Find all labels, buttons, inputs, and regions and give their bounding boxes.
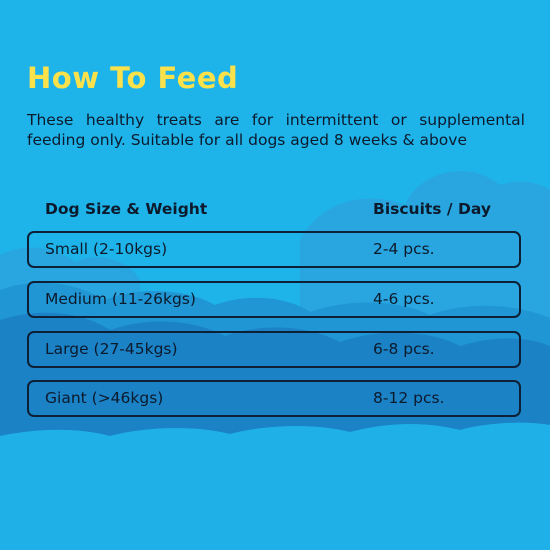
table-row: Small (2-10kgs) 2-4 pcs. [27,231,521,268]
cloud-band-dark [0,312,550,436]
row-size: Small (2-10kgs) [45,240,168,258]
table-row: Large (27-45kgs) 6-8 pcs. [27,331,521,368]
row-quantity: 6-8 pcs. [373,340,435,358]
cloud-band-bottom [0,422,550,550]
header-biscuits-per-day: Biscuits / Day [373,200,491,218]
intro-text: These healthy treats are for intermitten… [27,111,525,149]
header-dog-size: Dog Size & Weight [45,200,208,218]
cloud-right-light [300,171,550,345]
row-quantity: 8-12 pcs. [373,389,445,407]
table-row: Giant (>46kgs) 8-12 pcs. [27,380,521,417]
row-size: Giant (>46kgs) [45,389,164,407]
row-size: Medium (11-26kgs) [45,290,196,308]
row-quantity: 2-4 pcs. [373,240,435,258]
row-size: Large (27-45kgs) [45,340,178,358]
table-row: Medium (11-26kgs) 4-6 pcs. [27,281,521,318]
page-title: How To Feed [27,61,239,95]
row-quantity: 4-6 pcs. [373,290,435,308]
table-header: Dog Size & Weight Biscuits / Day [45,198,515,220]
